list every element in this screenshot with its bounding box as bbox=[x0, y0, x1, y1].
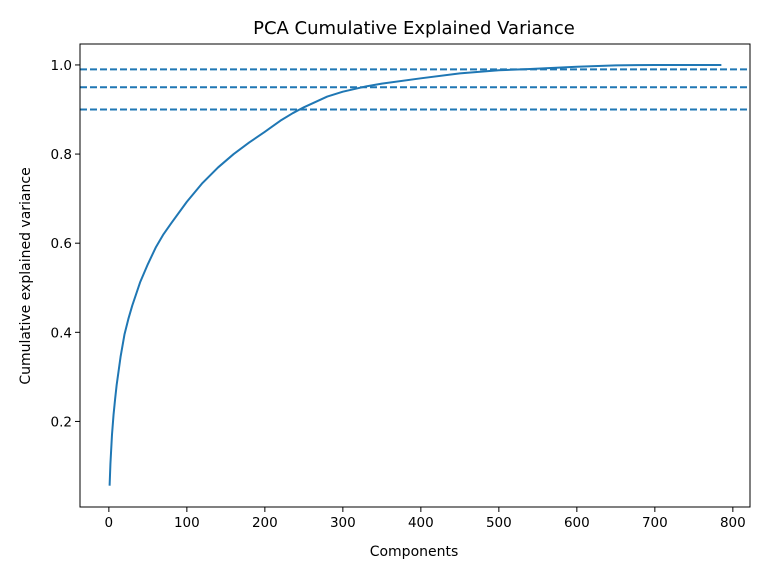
y-tick-label: 0.4 bbox=[51, 325, 72, 341]
y-tick-label: 0.6 bbox=[51, 236, 72, 252]
x-tick-label: 800 bbox=[720, 515, 746, 531]
plot-frame bbox=[79, 43, 751, 508]
y-axis: 0.2 0.4 0.6 0.8 1.0 bbox=[51, 58, 80, 430]
x-tick-label: 400 bbox=[408, 515, 434, 531]
y-tick-label: 1.0 bbox=[51, 58, 72, 74]
y-tick-label: 0.2 bbox=[51, 414, 72, 430]
x-tick-label: 300 bbox=[330, 515, 356, 531]
x-tick-label: 600 bbox=[564, 515, 590, 531]
x-tick-label: 500 bbox=[486, 515, 512, 531]
x-tick-label: 100 bbox=[174, 515, 200, 531]
series-line-0 bbox=[108, 63, 722, 486]
y-tick-label: 0.8 bbox=[51, 147, 72, 163]
x-axis: 0 100 200 300 400 500 600 700 800 bbox=[105, 507, 746, 531]
y-axis-label: Cumulative explained variance bbox=[18, 167, 34, 384]
x-tick-label: 700 bbox=[642, 515, 668, 531]
x-axis-label: Components bbox=[370, 544, 459, 560]
chart-title: PCA Cumulative Explained Variance bbox=[253, 18, 575, 39]
x-tick-label: 200 bbox=[252, 515, 278, 531]
plot-area bbox=[79, 43, 751, 508]
x-tick-label: 0 bbox=[105, 515, 114, 531]
